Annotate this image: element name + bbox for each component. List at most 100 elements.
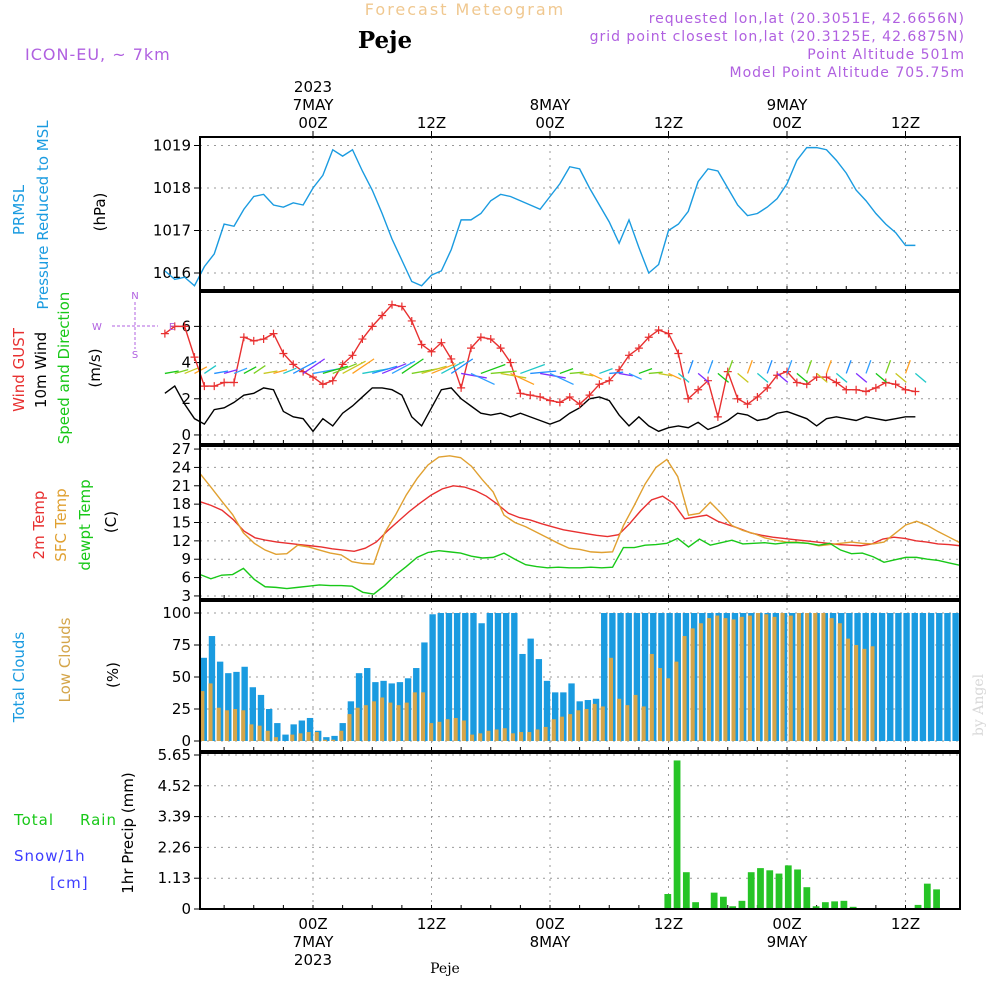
wind-gust-marker (239, 333, 248, 342)
precip-bar (720, 896, 727, 909)
cloud-low-bar (690, 628, 695, 741)
wind-direction-arrow (530, 370, 557, 375)
y-tick-label: 1019 (153, 137, 191, 155)
wind-direction-arrow (875, 372, 888, 383)
wind-gust-marker (625, 351, 633, 360)
wind-direction-arrow (450, 358, 474, 374)
wind-gust-marker (190, 353, 199, 362)
wind-gust-marker (309, 373, 317, 382)
wind-gust-marker (328, 376, 337, 385)
cloud-total-bar (355, 673, 363, 741)
compass-south: S (132, 350, 138, 361)
cloud-total-bar (666, 613, 673, 741)
precip-bar (803, 887, 811, 909)
wind-direction-arrow (589, 372, 603, 380)
wind-direction-arrow (835, 372, 848, 383)
panel-frame (199, 600, 961, 752)
wind-direction-arrow (510, 372, 535, 386)
wind-gust-marker (506, 358, 515, 367)
wind-direction-arrow (895, 372, 907, 383)
wind-gust-marker (476, 333, 485, 342)
cloud-total-bar (519, 653, 526, 741)
temp-label-sfc: SFC Temp (52, 488, 70, 561)
y-tick-label: 24 (172, 458, 191, 476)
clouds-panel: 0 25 50 75 100 Total Clouds Low Clouds (%) b… (10, 600, 987, 752)
y-tick-label: 1016 (153, 264, 191, 282)
cloud-low-bar (715, 615, 720, 741)
wind-direction-arrow (766, 360, 773, 374)
requested-coords: requested lon,lat (20.3051E, 42.6656N) (649, 11, 965, 27)
wind-gust-marker (259, 335, 268, 344)
wind-direction-arrow (756, 372, 769, 383)
y-tick-label: 100 (162, 604, 191, 622)
cloud-total-bar (282, 734, 289, 741)
wind-direction-arrow (825, 360, 832, 374)
y-tick-label: 0 (181, 732, 191, 750)
wind-direction-arrow (697, 372, 710, 383)
y-tick-label: 25 (172, 700, 191, 718)
precip-bar (729, 906, 737, 909)
wind-unit: (m/s) (86, 348, 104, 387)
compass-east: E (169, 322, 175, 333)
cloud-low-bar (641, 706, 646, 741)
cloud-total-bar (911, 613, 918, 741)
cloud-low-bar (363, 705, 368, 741)
y-tick-label: 21 (172, 477, 191, 495)
wind-gust-marker (704, 376, 712, 385)
wind-direction-arrow (904, 360, 911, 374)
top-axis-label: 12Z (654, 114, 683, 132)
wind-direction-arrow (569, 371, 584, 375)
wind-gust-marker (852, 385, 861, 394)
precip-bar (710, 892, 718, 909)
cloud-low-bar (559, 716, 564, 741)
cloud-total-bar (453, 613, 461, 741)
wind-direction-arrow (865, 360, 872, 374)
wind-direction-arrow (579, 372, 594, 377)
cloud-total-bar (633, 613, 641, 741)
cloud-total-bar (331, 735, 338, 741)
wind-direction-arrow (737, 372, 749, 383)
cloud-low-bar (535, 729, 540, 741)
wind-direction-arrow (302, 358, 326, 374)
cloud-total-bar (257, 694, 265, 741)
cloud-low-bar (527, 732, 532, 741)
wind-gust-marker (289, 360, 298, 369)
cloud-total-bar (290, 724, 297, 741)
wind-direction-arrow (520, 363, 546, 375)
top-axis-label: 7MAY (293, 96, 335, 114)
cloud-low-bar (674, 661, 679, 741)
precip-label-rain: Rain (80, 811, 117, 829)
pressure-line (164, 146, 916, 287)
wind-gust-marker (536, 392, 545, 401)
wind-gust-marker (338, 360, 347, 369)
wind-gust-marker (634, 344, 643, 353)
cloud-low-bar (412, 692, 417, 741)
wind-label-10m: 10m Wind (32, 332, 50, 408)
wind-direction-arrow (263, 370, 278, 375)
cloud-total-bar (535, 659, 543, 741)
precip-bar (914, 904, 922, 909)
cloud-total-bar (306, 717, 314, 741)
y-tick-label: 1.13 (158, 869, 191, 887)
cloud-label-low: Low Clouds (56, 617, 74, 702)
wind-gust-marker (684, 394, 693, 403)
wind-gust-marker (496, 344, 505, 353)
wind-direction-arrow (214, 370, 229, 375)
wind-gust-marker (358, 335, 367, 344)
wind-direction-arrow (776, 372, 789, 383)
wind-direction-arrow (540, 372, 566, 379)
cloud-low-bar (845, 638, 850, 741)
wind-gust-marker (832, 378, 841, 387)
pressure-unit: (hPa) (91, 193, 109, 232)
precip-label-total: Total (13, 811, 54, 829)
top-axis-label: 8MAY (530, 96, 572, 114)
cloud-low-bar (437, 721, 442, 741)
cloud-low-bar (870, 646, 875, 741)
wind-direction-arrow (638, 368, 653, 375)
y-tick-label: 12 (172, 532, 191, 550)
wind-direction-arrow (885, 360, 892, 374)
pressure-plot: 1016 1017 1018 1019 (153, 136, 961, 291)
